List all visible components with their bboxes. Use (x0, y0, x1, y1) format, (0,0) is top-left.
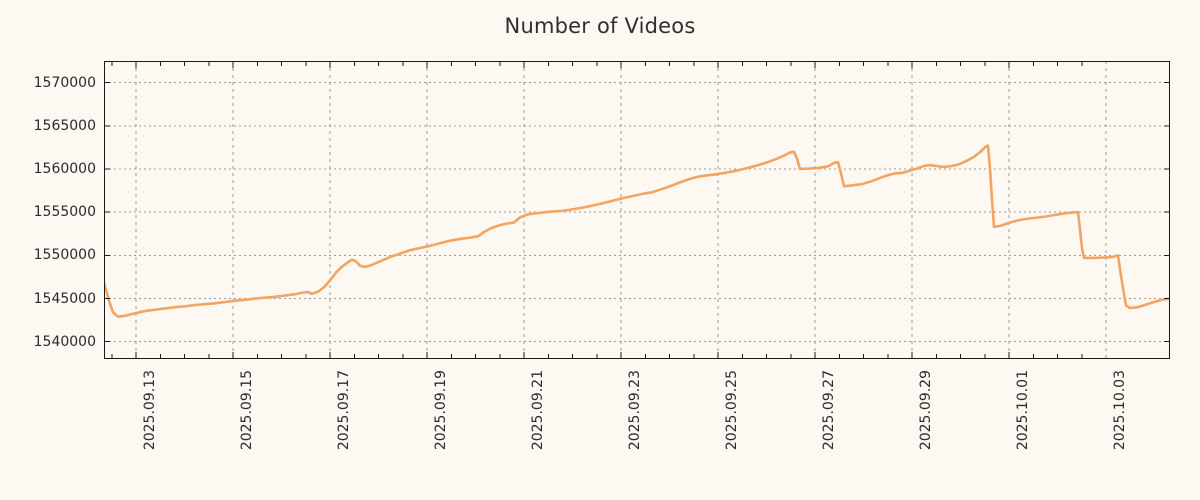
x-axis-tick-label: 2025.10.01 (1015, 370, 1031, 451)
x-axis-tick-label: 2025.09.27 (821, 370, 837, 451)
data-line-number-of-videos (104, 144, 1170, 318)
y-axis-tick-label: 1540000 (33, 333, 96, 350)
page-title: Number of Videos (504, 14, 696, 38)
x-axis-tick-label: 2025.09.23 (627, 370, 643, 451)
y-axis-tick-label: 1555000 (33, 204, 96, 221)
grid-lines (104, 61, 1170, 359)
plot-border (104, 61, 1170, 359)
y-axis-tick-label: 1565000 (33, 117, 96, 134)
y-axis-tick-label: 1545000 (33, 290, 96, 307)
x-axis-tick-label: 2025.09.13 (142, 370, 158, 451)
x-axis-tick-label: 2025.10.03 (1112, 370, 1128, 451)
x-axis-tick-label: 2025.09.29 (918, 370, 934, 451)
plot-area (104, 61, 1170, 359)
x-axis-tick-label: 2025.09.21 (530, 370, 546, 451)
y-axis-tick-label: 1560000 (33, 160, 96, 177)
axis-ticks (104, 61, 1170, 359)
x-axis-tick-label: 2025.09.17 (336, 370, 352, 451)
axis-frame (104, 61, 1170, 359)
x-axis-tick-label: 2025.09.25 (724, 370, 740, 451)
y-axis-tick-label: 1550000 (33, 247, 96, 264)
x-axis-tick-label: 2025.09.19 (433, 370, 449, 451)
chart-canvas (104, 61, 1170, 359)
x-axis-tick-label: 2025.09.15 (239, 370, 255, 451)
y-axis-tick-label: 1570000 (33, 74, 96, 91)
y-axis-tick-labels: 1540000 1545000 1550000 1555000 1560000 15650… (0, 0, 96, 500)
